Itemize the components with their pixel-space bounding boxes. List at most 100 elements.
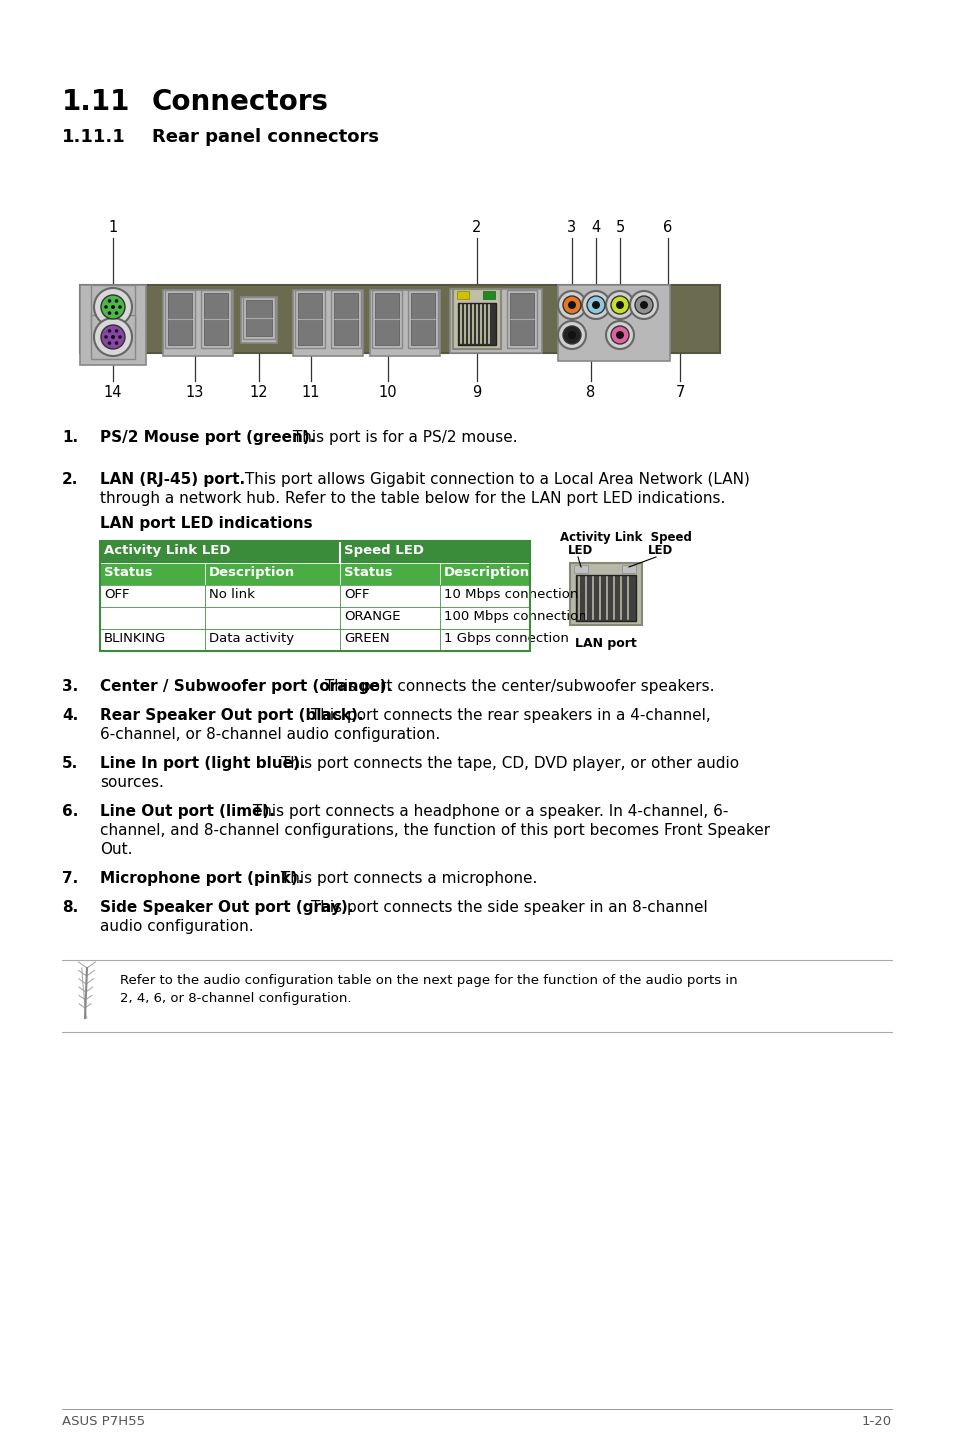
Bar — [91, 285, 135, 329]
Bar — [339, 628, 439, 651]
Text: OFF: OFF — [104, 588, 130, 601]
Text: This port connects the tape, CD, DVD player, or other audio: This port connects the tape, CD, DVD pla… — [275, 756, 739, 771]
Bar — [100, 607, 205, 628]
Text: LED: LED — [567, 544, 593, 557]
Circle shape — [108, 329, 112, 332]
Bar — [91, 315, 135, 360]
Circle shape — [586, 296, 604, 313]
Text: This port connects the center/subwoofer speakers.: This port connects the center/subwoofer … — [319, 679, 714, 695]
Text: 5.: 5. — [62, 756, 78, 771]
Text: This port connects the rear speakers in a 4-channel,: This port connects the rear speakers in … — [306, 707, 710, 723]
Text: Rear Speaker Out port (black).: Rear Speaker Out port (black). — [100, 707, 363, 723]
Text: 11: 11 — [301, 385, 320, 400]
Bar — [100, 541, 339, 564]
Circle shape — [118, 335, 122, 339]
Circle shape — [114, 341, 118, 345]
Bar — [450, 289, 541, 352]
Text: Center / Subwoofer port (orange).: Center / Subwoofer port (orange). — [100, 679, 392, 695]
Text: 1.11: 1.11 — [62, 88, 131, 116]
Text: LAN (RJ-45) port.: LAN (RJ-45) port. — [100, 472, 245, 487]
Text: Side Speaker Out port (gray).: Side Speaker Out port (gray). — [100, 900, 353, 915]
Bar — [165, 290, 194, 348]
Text: This port connects a microphone.: This port connects a microphone. — [275, 871, 537, 886]
Circle shape — [118, 305, 122, 309]
Text: 8.: 8. — [62, 900, 78, 915]
Circle shape — [108, 311, 112, 315]
Circle shape — [581, 290, 609, 319]
Bar — [100, 585, 205, 607]
Bar — [439, 585, 530, 607]
Text: channel, and 8-channel configurations, the function of this port becomes Front S: channel, and 8-channel configurations, t… — [100, 823, 769, 838]
Bar — [453, 289, 500, 349]
Text: Line Out port (lime).: Line Out port (lime). — [100, 804, 274, 820]
Circle shape — [104, 335, 108, 339]
Text: Line In port (light blue).: Line In port (light blue). — [100, 756, 305, 771]
Bar — [334, 293, 357, 345]
Text: 4.: 4. — [62, 707, 78, 723]
Bar — [576, 575, 636, 621]
Bar — [372, 290, 401, 348]
Bar — [339, 541, 530, 564]
Circle shape — [114, 311, 118, 315]
Bar — [574, 565, 587, 572]
Circle shape — [605, 290, 634, 319]
Text: PS/2 Mouse port (green).: PS/2 Mouse port (green). — [100, 430, 315, 444]
Circle shape — [629, 290, 658, 319]
Text: 4: 4 — [591, 220, 600, 234]
Bar — [411, 293, 435, 345]
Text: 6: 6 — [662, 220, 672, 234]
Circle shape — [592, 301, 599, 309]
Bar — [375, 293, 398, 345]
Text: 8: 8 — [586, 385, 595, 400]
Text: BLINKING: BLINKING — [104, 631, 166, 646]
Text: ORANGE: ORANGE — [344, 610, 400, 623]
Text: audio configuration.: audio configuration. — [100, 919, 253, 935]
Bar — [558, 285, 669, 361]
Bar — [80, 285, 146, 365]
Bar — [100, 541, 530, 651]
Text: 1 Gbps connection: 1 Gbps connection — [443, 631, 568, 646]
Bar — [205, 628, 339, 651]
Text: 14: 14 — [104, 385, 122, 400]
Bar — [294, 290, 325, 348]
Bar — [241, 298, 276, 344]
Bar — [205, 607, 339, 628]
Text: Status: Status — [104, 567, 152, 580]
Bar — [339, 585, 439, 607]
Bar — [205, 585, 339, 607]
Bar — [243, 298, 274, 339]
Bar — [439, 607, 530, 628]
Text: Data activity: Data activity — [209, 631, 294, 646]
Text: 6-channel, or 8-channel audio configuration.: 6-channel, or 8-channel audio configurat… — [100, 728, 439, 742]
Text: 13: 13 — [186, 385, 204, 400]
Text: LAN port LED indications: LAN port LED indications — [100, 516, 313, 531]
Text: 10: 10 — [378, 385, 396, 400]
Text: Description: Description — [443, 567, 530, 580]
Bar — [297, 293, 322, 345]
Text: ASUS P7H55: ASUS P7H55 — [62, 1415, 145, 1428]
Bar — [163, 290, 233, 357]
Bar — [456, 290, 469, 299]
Text: GREEN: GREEN — [344, 631, 389, 646]
Bar — [482, 290, 495, 299]
Bar — [246, 301, 272, 336]
Text: This port is for a PS/2 mouse.: This port is for a PS/2 mouse. — [288, 430, 517, 444]
Text: 100 Mbps connection: 100 Mbps connection — [443, 610, 586, 623]
Text: through a network hub. Refer to the table below for the LAN port LED indications: through a network hub. Refer to the tabl… — [100, 490, 724, 506]
Text: 2: 2 — [472, 220, 481, 234]
Bar — [439, 628, 530, 651]
Text: 1.: 1. — [62, 430, 78, 444]
Circle shape — [111, 335, 115, 339]
Bar — [80, 285, 720, 352]
Circle shape — [94, 318, 132, 357]
Text: Status: Status — [344, 567, 392, 580]
Text: LED: LED — [647, 544, 673, 557]
Text: Rear panel connectors: Rear panel connectors — [152, 128, 378, 147]
Circle shape — [635, 296, 652, 313]
Circle shape — [114, 299, 118, 303]
Bar — [168, 293, 192, 345]
Bar — [621, 565, 636, 572]
Text: 3: 3 — [567, 220, 576, 234]
Circle shape — [562, 326, 580, 344]
Bar — [100, 564, 205, 585]
